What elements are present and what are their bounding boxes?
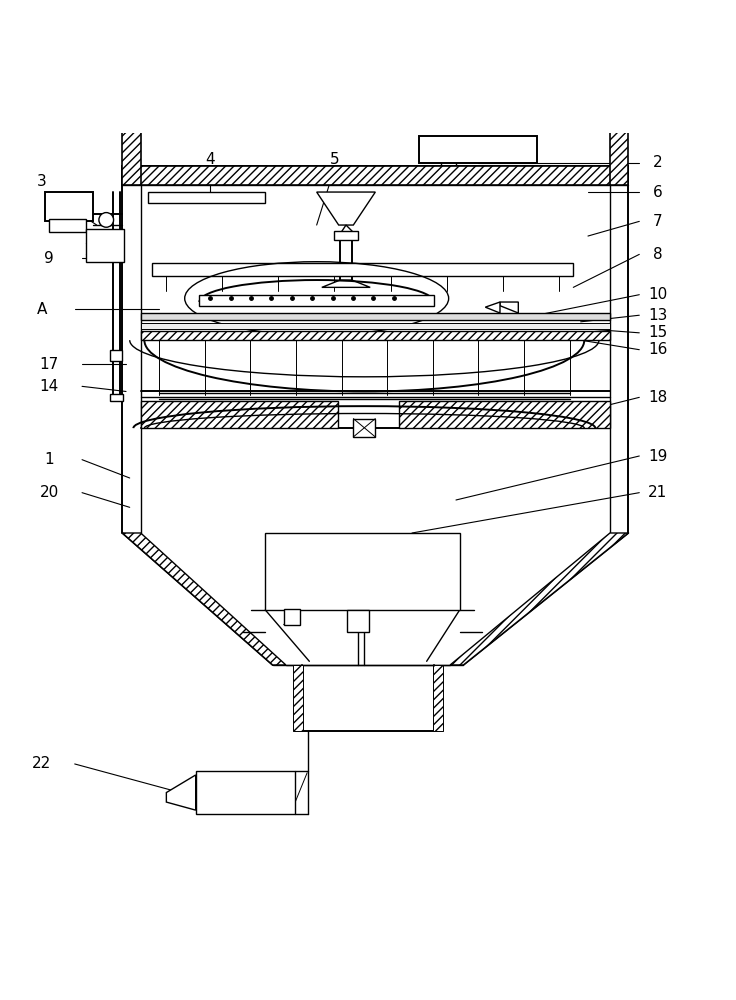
- Bar: [148, 192, 266, 203]
- Text: A: A: [37, 302, 47, 317]
- Bar: [196, 771, 294, 814]
- Text: 20: 20: [40, 485, 59, 500]
- Bar: [110, 350, 122, 361]
- Bar: [420, 136, 537, 163]
- Bar: [110, 394, 123, 401]
- Bar: [141, 323, 610, 329]
- Bar: [199, 295, 434, 306]
- Bar: [353, 419, 375, 437]
- Polygon shape: [450, 533, 629, 665]
- Text: 6: 6: [653, 185, 662, 200]
- Bar: [85, 229, 124, 262]
- Bar: [434, 665, 443, 731]
- Text: 1: 1: [44, 452, 54, 467]
- Bar: [46, 192, 93, 221]
- Text: 5: 5: [330, 152, 340, 167]
- Bar: [141, 331, 610, 340]
- Bar: [49, 219, 85, 232]
- Bar: [399, 401, 610, 428]
- Text: 19: 19: [648, 449, 668, 464]
- Text: 15: 15: [648, 325, 668, 340]
- Bar: [347, 610, 369, 632]
- Bar: [141, 401, 338, 428]
- Text: 2: 2: [653, 155, 662, 170]
- Text: 17: 17: [40, 357, 59, 372]
- Text: 13: 13: [648, 308, 668, 323]
- Text: 4: 4: [205, 152, 215, 167]
- Text: 22: 22: [32, 756, 52, 771]
- Text: 10: 10: [648, 287, 668, 302]
- Text: 21: 21: [648, 485, 668, 500]
- Polygon shape: [500, 302, 518, 313]
- Polygon shape: [122, 533, 286, 665]
- Circle shape: [99, 213, 113, 227]
- Bar: [122, 166, 629, 185]
- Text: 8: 8: [653, 247, 662, 262]
- Text: 16: 16: [648, 342, 668, 357]
- Text: 18: 18: [648, 390, 668, 405]
- Bar: [334, 231, 358, 240]
- Polygon shape: [339, 225, 357, 236]
- Bar: [283, 609, 300, 625]
- Bar: [141, 313, 610, 320]
- Text: 3: 3: [37, 174, 46, 189]
- Polygon shape: [166, 775, 196, 810]
- Text: 14: 14: [40, 379, 59, 394]
- Bar: [122, 0, 141, 185]
- Polygon shape: [485, 302, 500, 313]
- Bar: [152, 263, 573, 276]
- Bar: [610, 0, 629, 185]
- Polygon shape: [316, 192, 375, 225]
- Text: 7: 7: [653, 214, 662, 229]
- Bar: [266, 533, 460, 610]
- Text: 9: 9: [44, 251, 54, 266]
- Polygon shape: [322, 280, 370, 287]
- Bar: [293, 665, 302, 731]
